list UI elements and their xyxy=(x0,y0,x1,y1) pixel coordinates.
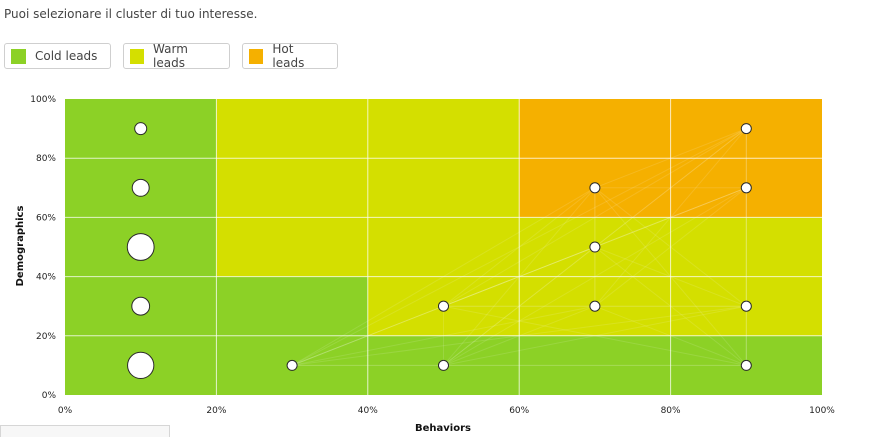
legend-warm-leads-button[interactable]: Warm leads xyxy=(123,42,230,70)
x-tick-label: 20% xyxy=(206,406,226,416)
point-link xyxy=(443,246,596,366)
x-axis-label: Behaviors xyxy=(415,423,471,434)
point-link xyxy=(594,246,747,307)
legend-cold-leads-button[interactable]: Cold leads xyxy=(4,43,111,69)
point-link xyxy=(443,305,747,366)
point-link xyxy=(291,187,596,366)
point-link xyxy=(594,128,747,307)
point-link xyxy=(594,128,747,189)
x-tick-label: 40% xyxy=(358,406,378,416)
point-link xyxy=(443,187,596,366)
data-point-2[interactable] xyxy=(126,233,155,261)
instructions-text: Puoi selezionare il cluster di tuo inter… xyxy=(4,7,258,21)
point-link xyxy=(443,128,747,307)
point-link xyxy=(594,128,747,248)
point-links xyxy=(291,128,747,366)
x-axis-ticks: 0% 20% 40% 60% 80% 100% xyxy=(58,406,835,416)
legend-hot-leads-label: Hot leads xyxy=(272,42,305,70)
y-tick-label: 20% xyxy=(36,332,56,342)
legend-cold-leads-label: Cold leads xyxy=(35,49,98,63)
y-axis-ticks: 0% 20% 40% 60% 80% 100% xyxy=(30,95,56,401)
point-link xyxy=(594,187,747,248)
x-tick-label: 0% xyxy=(58,406,73,416)
point-link xyxy=(443,305,596,366)
hot-leads-swatch xyxy=(249,48,264,64)
point-link xyxy=(443,246,596,307)
y-tick-label: 80% xyxy=(36,154,56,164)
point-link xyxy=(594,187,747,307)
data-point-12[interactable] xyxy=(740,182,752,194)
data-point-6[interactable] xyxy=(437,300,450,312)
point-link xyxy=(443,187,596,307)
y-tick-label: 40% xyxy=(36,273,56,283)
point-link xyxy=(292,305,595,366)
point-link xyxy=(594,305,747,366)
y-axis-label: Demographics xyxy=(15,206,26,287)
bottom-panel-tab[interactable] xyxy=(0,425,170,437)
data-point-4[interactable] xyxy=(127,351,155,380)
point-link xyxy=(594,246,747,366)
point-link xyxy=(291,305,444,366)
point-link xyxy=(594,187,747,307)
y-tick-label: 60% xyxy=(36,213,56,223)
point-link xyxy=(443,187,747,366)
data-point-11[interactable] xyxy=(740,123,752,135)
data-point-1[interactable] xyxy=(131,178,150,197)
cold-leads-swatch xyxy=(11,48,26,64)
data-point-10[interactable] xyxy=(589,300,601,312)
point-link xyxy=(292,305,747,366)
point-link xyxy=(443,305,747,366)
x-tick-label: 60% xyxy=(509,406,529,416)
point-link xyxy=(594,187,747,366)
data-point-14[interactable] xyxy=(740,359,752,371)
grid-lines xyxy=(65,99,822,395)
data-point-5[interactable] xyxy=(286,359,298,371)
data-point-3[interactable] xyxy=(131,296,151,316)
data-point-7[interactable] xyxy=(437,359,450,371)
warm-leads-swatch xyxy=(130,48,145,64)
legend-warm-leads-label: Warm leads xyxy=(153,42,188,70)
data-point-13[interactable] xyxy=(740,300,752,312)
point-link xyxy=(291,128,747,366)
legend-hot-leads-button[interactable]: Hot leads xyxy=(242,42,338,70)
y-tick-label: 100% xyxy=(30,95,56,105)
data-point-9[interactable] xyxy=(589,241,601,253)
x-tick-label: 100% xyxy=(809,406,835,416)
x-tick-label: 80% xyxy=(661,406,681,416)
data-point-0[interactable] xyxy=(134,122,148,136)
data-points xyxy=(126,122,752,380)
data-point-8[interactable] xyxy=(589,182,601,194)
point-link xyxy=(291,187,747,366)
y-tick-label: 0% xyxy=(42,391,57,401)
